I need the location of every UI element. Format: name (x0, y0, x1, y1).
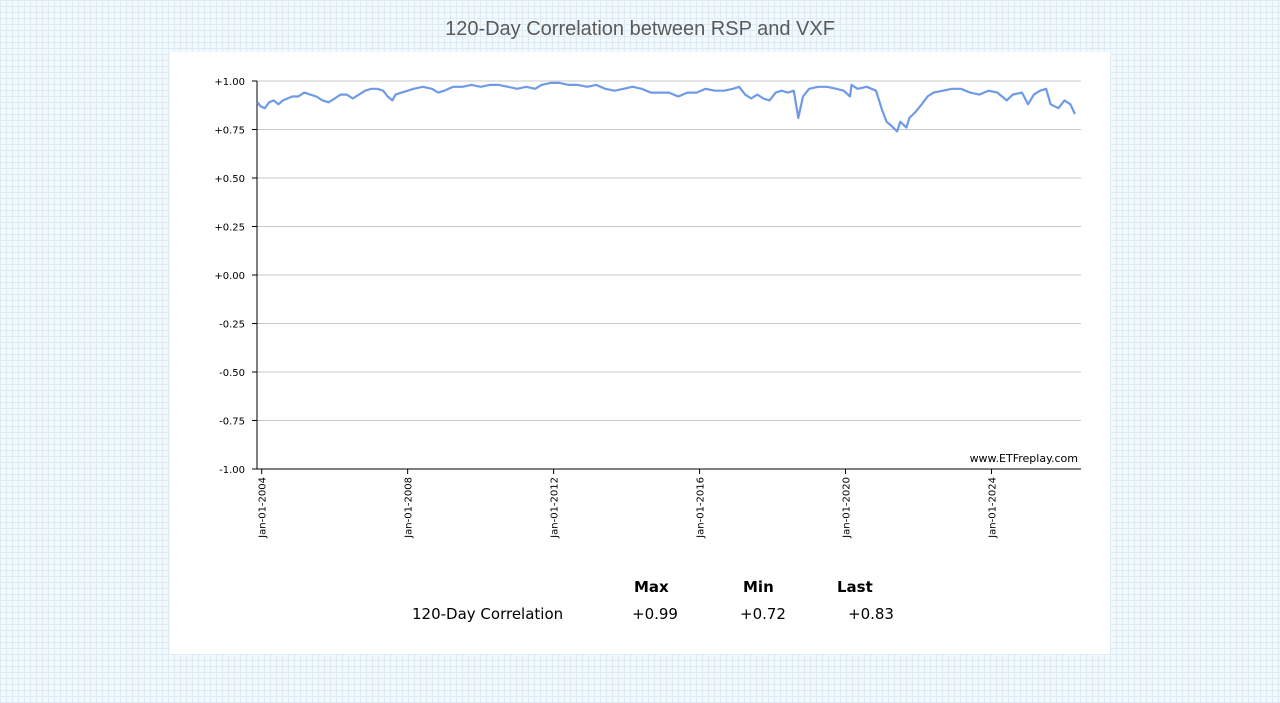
stats-header-max: Max (634, 578, 669, 596)
y-tick-label: -0.50 (219, 368, 245, 379)
stats-header-last: Last (837, 578, 873, 596)
y-tick-label: +1.00 (214, 77, 245, 88)
y-tick-label: +0.50 (214, 174, 245, 185)
stats-value-last: +0.83 (848, 605, 894, 623)
y-tick-label: -0.75 (219, 417, 245, 428)
x-tick-label: Jan-01-2016 (696, 477, 707, 539)
x-tick-label: Jan-01-2012 (550, 477, 561, 539)
chart-panel: +1.00 +0.75 +0.50 +0.25 +0.00 -0.25 -0.50 -0.75… (170, 52, 1110, 654)
y-tick-label: +0.75 (214, 126, 245, 137)
series-line (256, 81, 1076, 133)
y-tick-label: +0.00 (214, 271, 245, 282)
x-tick-label: Jan-01-2008 (404, 477, 415, 539)
correlation-chart: +1.00 +0.75 +0.50 +0.25 +0.00 -0.25 -0.50 -0.75… (214, 77, 1081, 539)
y-tick-label: -1.00 (219, 465, 245, 476)
y-tick-label: +0.25 (214, 223, 245, 234)
watermark: www.ETFreplay.com (970, 452, 1078, 465)
stats-header-min: Min (743, 578, 774, 596)
x-tick-label: Jan-01-2020 (842, 477, 853, 539)
stats-value-min: +0.72 (740, 605, 786, 623)
stats-table: Max Min Last 120-Day Correlation +0.99 +… (170, 52, 1110, 654)
stats-value-max: +0.99 (632, 605, 678, 623)
stats-row-label: 120-Day Correlation (412, 605, 564, 623)
x-tick-label: Jan-01-2004 (258, 477, 269, 539)
y-tick-label: -0.25 (219, 320, 245, 331)
chart-title: 120-Day Correlation between RSP and VXF (445, 18, 835, 40)
x-tick-label: Jan-01-2024 (987, 477, 998, 539)
